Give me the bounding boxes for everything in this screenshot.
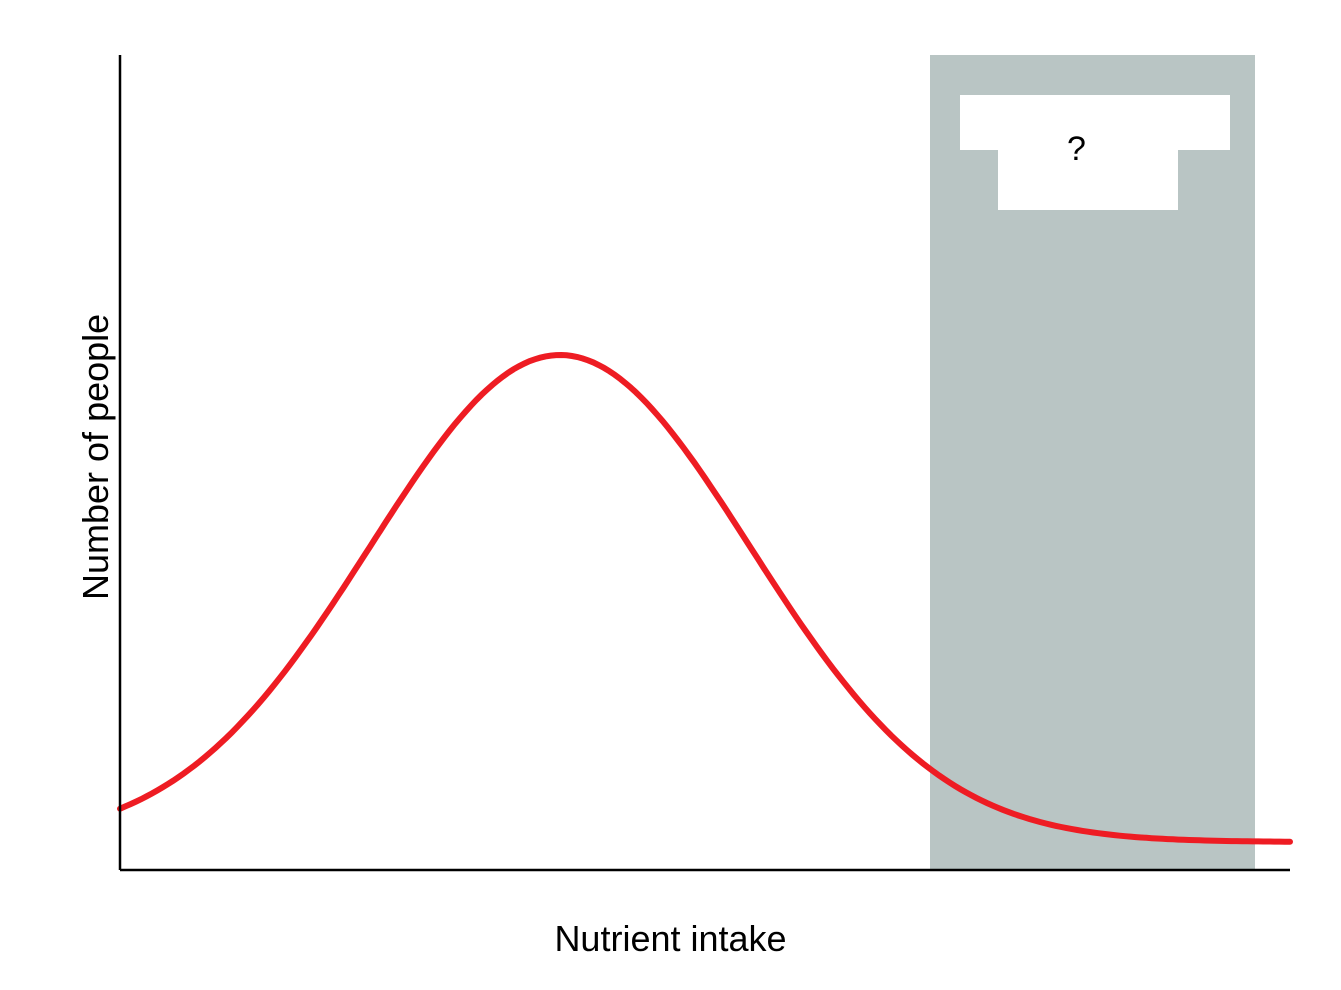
y-axis-label: Number of people: [75, 314, 117, 600]
chart-svg: [0, 0, 1341, 990]
annotation-box-0: [960, 95, 1230, 150]
annotation-question-mark: ?: [1067, 130, 1086, 169]
nutrient-intake-chart: Number of people Nutrient intake ?: [0, 0, 1341, 990]
annotation-box-1: [998, 150, 1178, 210]
x-axis-label: Nutrient intake: [0, 918, 1341, 960]
